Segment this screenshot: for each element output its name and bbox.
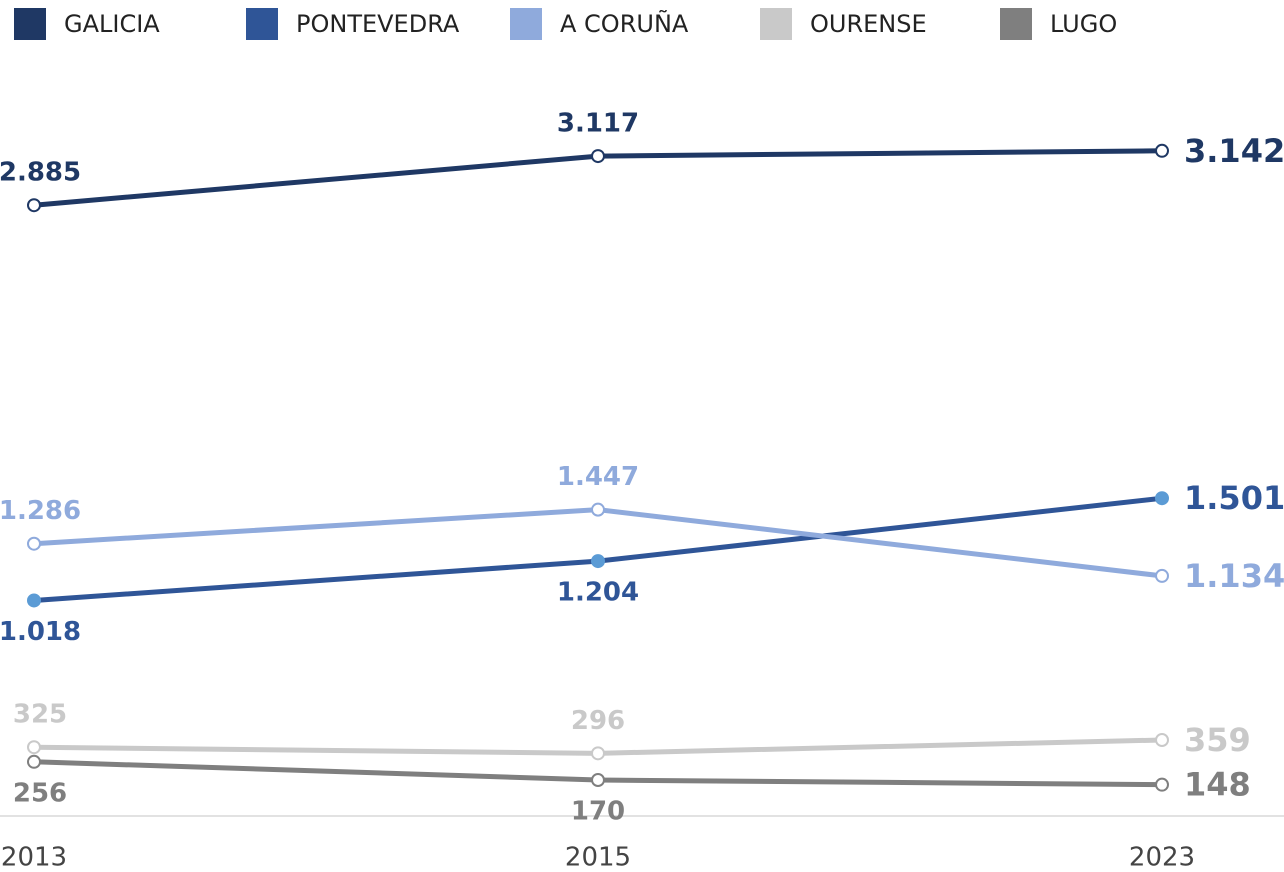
- marker: [591, 554, 605, 569]
- legend-swatch: [246, 8, 278, 40]
- value-label: 3.117: [557, 109, 639, 139]
- value-label: 325: [13, 700, 67, 730]
- x-tick-label: 2023: [1129, 843, 1195, 872]
- legend-label: A CORUÑA: [560, 8, 689, 38]
- legend-swatch: [510, 8, 542, 40]
- value-label: 1.286: [0, 496, 81, 526]
- value-label: 3.142: [1184, 132, 1284, 170]
- marker: [1155, 568, 1169, 583]
- legend-swatch: [14, 8, 46, 40]
- marker: [591, 149, 605, 164]
- value-label: 256: [13, 778, 67, 808]
- marker: [27, 198, 41, 213]
- marker: [27, 593, 41, 608]
- marker: [27, 740, 41, 755]
- marker: [27, 536, 41, 551]
- marker: [591, 502, 605, 517]
- marker: [591, 773, 605, 788]
- value-label: 170: [571, 797, 625, 827]
- marker: [1155, 491, 1169, 506]
- value-label: 359: [1184, 721, 1251, 759]
- x-tick-label: 2015: [565, 843, 631, 872]
- value-label: 148: [1184, 766, 1251, 804]
- value-label: 2.885: [0, 158, 81, 188]
- marker: [1155, 777, 1169, 792]
- value-label: 296: [571, 706, 625, 736]
- value-label: 1.501: [1184, 479, 1284, 517]
- x-tick-label: 2013: [1, 843, 67, 872]
- legend-swatch: [760, 8, 792, 40]
- legend-label: LUGO: [1050, 10, 1117, 38]
- legend-label: OURENSE: [810, 10, 927, 38]
- marker: [591, 746, 605, 761]
- marker: [1155, 732, 1169, 747]
- value-label: 1.447: [557, 462, 639, 492]
- marker: [27, 754, 41, 769]
- marker: [1155, 143, 1169, 158]
- legend-label: PONTEVEDRA: [296, 10, 460, 38]
- value-label: 1.018: [0, 617, 81, 647]
- value-label: 1.134: [1184, 557, 1284, 595]
- value-label: 1.204: [557, 578, 639, 608]
- legend-label: GALICIA: [64, 10, 160, 38]
- legend-swatch: [1000, 8, 1032, 40]
